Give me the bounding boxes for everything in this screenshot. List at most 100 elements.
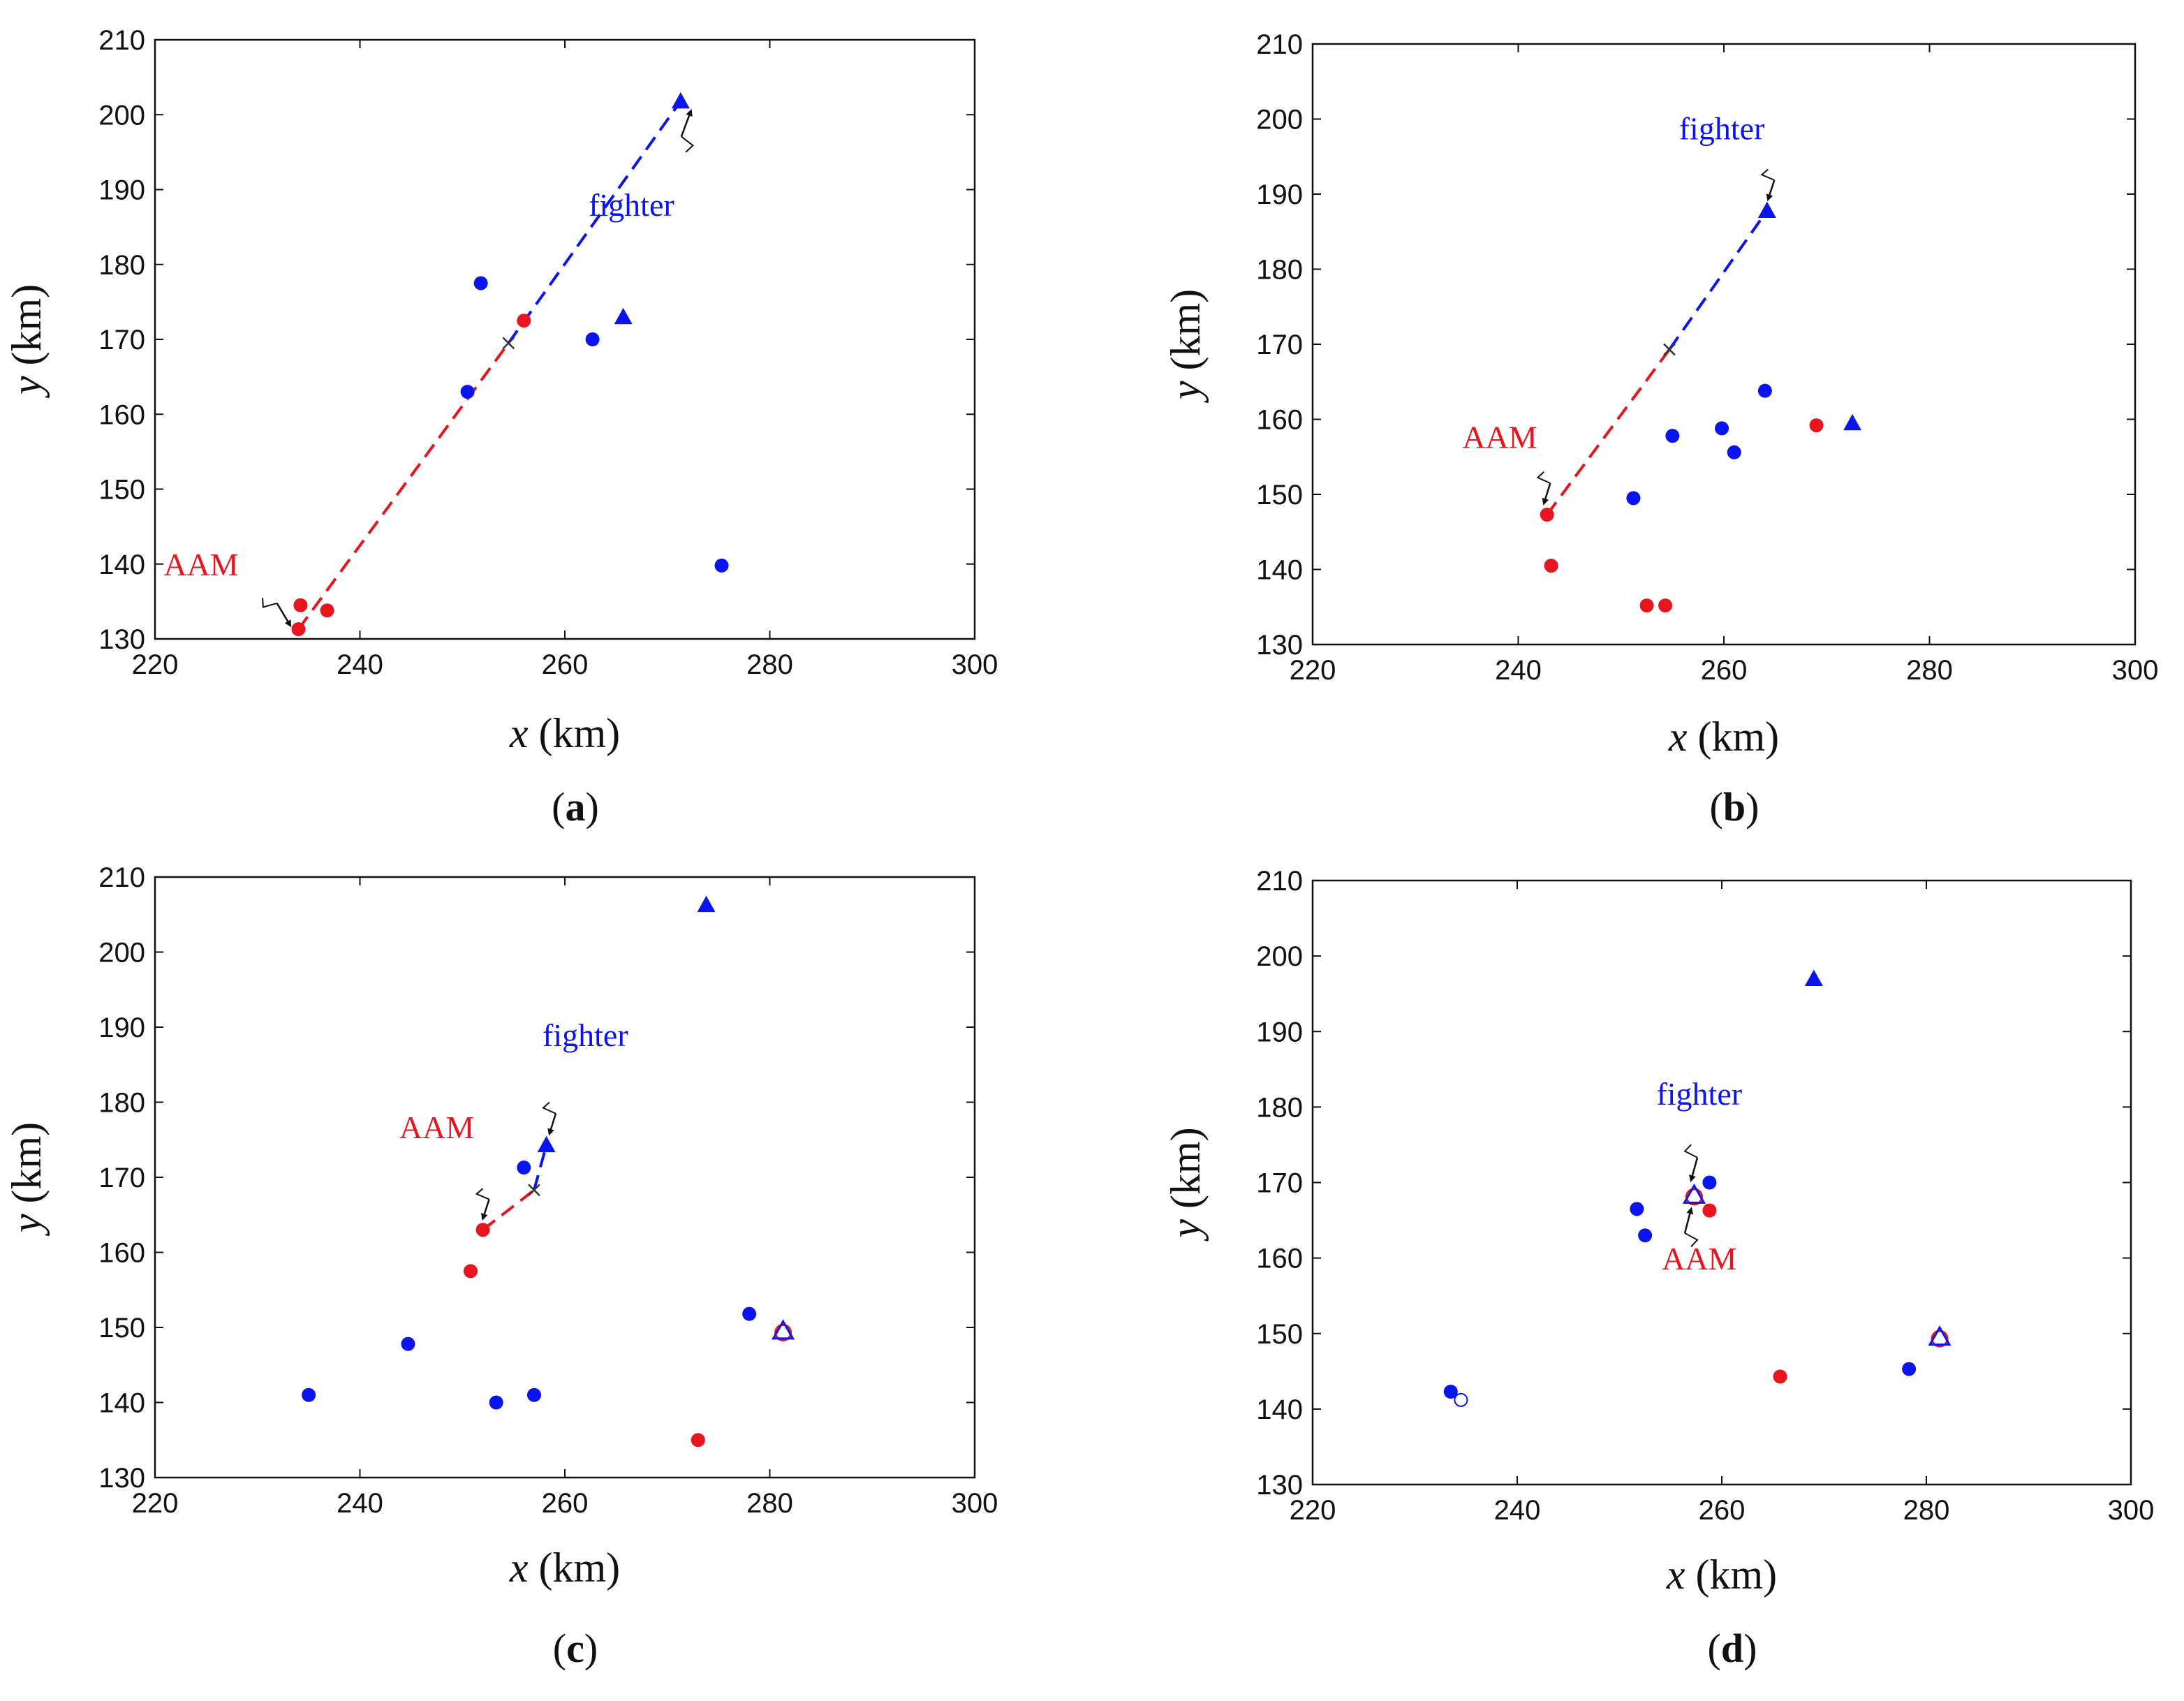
arrow-pointer [547,1113,557,1136]
cross-stroke [528,1184,540,1197]
x-axis-variable: x [1666,1552,1685,1598]
blue-dot-point [1630,1202,1644,1216]
panel-c: 220 240 260 280 300 130 140 150 160 170 180 190 200 2… [3,862,998,1671]
annotation-label: fighter [1656,1076,1742,1112]
x-tick-label: 300 [952,1488,998,1519]
panel-label-letter: b [1723,784,1746,830]
x-axis-unit: (km) [1685,1552,1778,1598]
panel-label-open: ( [1708,1626,1721,1671]
annotation-aam: AAM [163,547,292,628]
x-axis-variable: x [509,1545,529,1591]
red-dot-point [293,598,308,612]
y-axis-label: y (km) [3,284,50,399]
red-ring [774,1323,792,1341]
blue-triangle-point [537,1135,556,1153]
panel-label: (c) [553,1626,598,1671]
y-tick-label: 130 [1256,1470,1303,1501]
y-tick-label: 180 [1256,1092,1303,1123]
red-dot-point [320,603,334,618]
y-tick-label: 140 [1256,555,1303,586]
blue-dot-point [714,558,729,573]
panel-label: (d) [1708,1626,1757,1671]
x-axis-label: x (km) [509,1545,620,1591]
red-dot-point [1544,559,1558,573]
y-tick-label: 150 [98,475,145,506]
y-tick-label: 150 [1256,1319,1303,1350]
blue-triangle-point [671,91,690,109]
red-dot-point [1809,418,1824,433]
panel-label-close: ) [586,784,599,830]
red-dot-point [463,1264,478,1279]
annotation-fighter: fighter [589,109,694,223]
y-axis-label: y (km) [1163,289,1209,404]
intercept-cross-marker [528,1184,540,1197]
y-tick-label: 130 [98,1463,145,1494]
y-axis-unit: (km) [3,284,50,376]
x-tick-label: 220 [1290,655,1336,686]
red-ring [1931,1330,1949,1348]
axes-frame [154,876,976,1479]
x-tick-label: 300 [952,649,998,680]
arrow-zigzag-tail [1684,1232,1699,1248]
panel-label-open: ( [1710,784,1723,830]
panel-label-letter: a [566,784,586,830]
x-tick-label: 240 [1494,1495,1541,1526]
blue-dot-point [526,1387,541,1402]
red-dot-point [1773,1369,1787,1384]
x-axis-label: x (km) [509,710,620,756]
panel-label-close: ) [1743,1626,1757,1671]
red-ring [1685,1188,1703,1206]
missile-path [482,1188,536,1231]
x-axis-unit: (km) [529,710,621,756]
y-tick-label: 210 [1256,29,1303,60]
blue-dot-point [1715,421,1729,436]
x-tick-label: 260 [542,1488,589,1519]
x-tick-label: 280 [746,649,793,680]
arrow-pointer [1766,179,1776,202]
y-tick-label: 160 [1256,405,1303,436]
y-axis-variable: y [3,1214,50,1237]
blue-dot-point [1727,445,1741,459]
y-tick-label: 140 [98,550,145,580]
y-tick-label: 180 [98,250,145,281]
fighter-path [507,100,682,344]
arrow-zigzag-tail [1683,1144,1698,1158]
red-dot-point [1540,508,1554,522]
annotation-label: AAM [399,1110,474,1145]
panel-d: 220 240 260 280 300 130 140 150 160 170 180 190 200 2… [1163,866,2154,1671]
arrow-pointer [1542,483,1551,506]
panel-label-letter: d [1721,1626,1743,1671]
annotation-aam: AAM [1662,1207,1736,1276]
y-tick-label: 150 [1256,480,1303,510]
y-tick-label: 140 [1256,1394,1303,1425]
annotation-label: fighter [543,1017,628,1053]
x-tick-label: 220 [132,649,179,680]
arrow-pointer [680,109,693,137]
x-axis-unit: (km) [1688,714,1780,760]
blue-dot-point [1665,429,1680,443]
panel-label-open: ( [552,784,565,830]
panel-b: 220 240 260 280 300 130 140 150 160 170 180 190 200 2… [1163,29,2158,830]
blue-dot-point [401,1336,415,1351]
annotation-label: fighter [589,187,674,223]
y-tick-label: 170 [1256,1168,1303,1199]
arrow-zigzag-tail [1536,471,1551,484]
combined-marker-point [1682,1183,1706,1206]
blue-dot-point [1702,1175,1717,1190]
y-axis-variable: y [1163,1219,1209,1242]
axes-frame [154,38,976,640]
y-tick-label: 160 [98,399,145,430]
y-tick-label: 140 [98,1388,145,1419]
y-tick-label: 200 [98,100,145,131]
blue-dot-point [473,276,488,290]
y-tick-label: 200 [1256,941,1303,972]
blue-dot-point [585,332,600,346]
blue-triangle-outline [1682,1183,1706,1204]
y-tick-label: 180 [1256,255,1303,286]
blue-triangle-point [1843,413,1862,431]
blue-triangle-outline [771,1319,795,1340]
red-dot-point [1639,598,1654,613]
blue-triangle-point [1804,969,1823,986]
arrow-pointer [481,1199,490,1221]
blue-dot-point [460,385,475,399]
